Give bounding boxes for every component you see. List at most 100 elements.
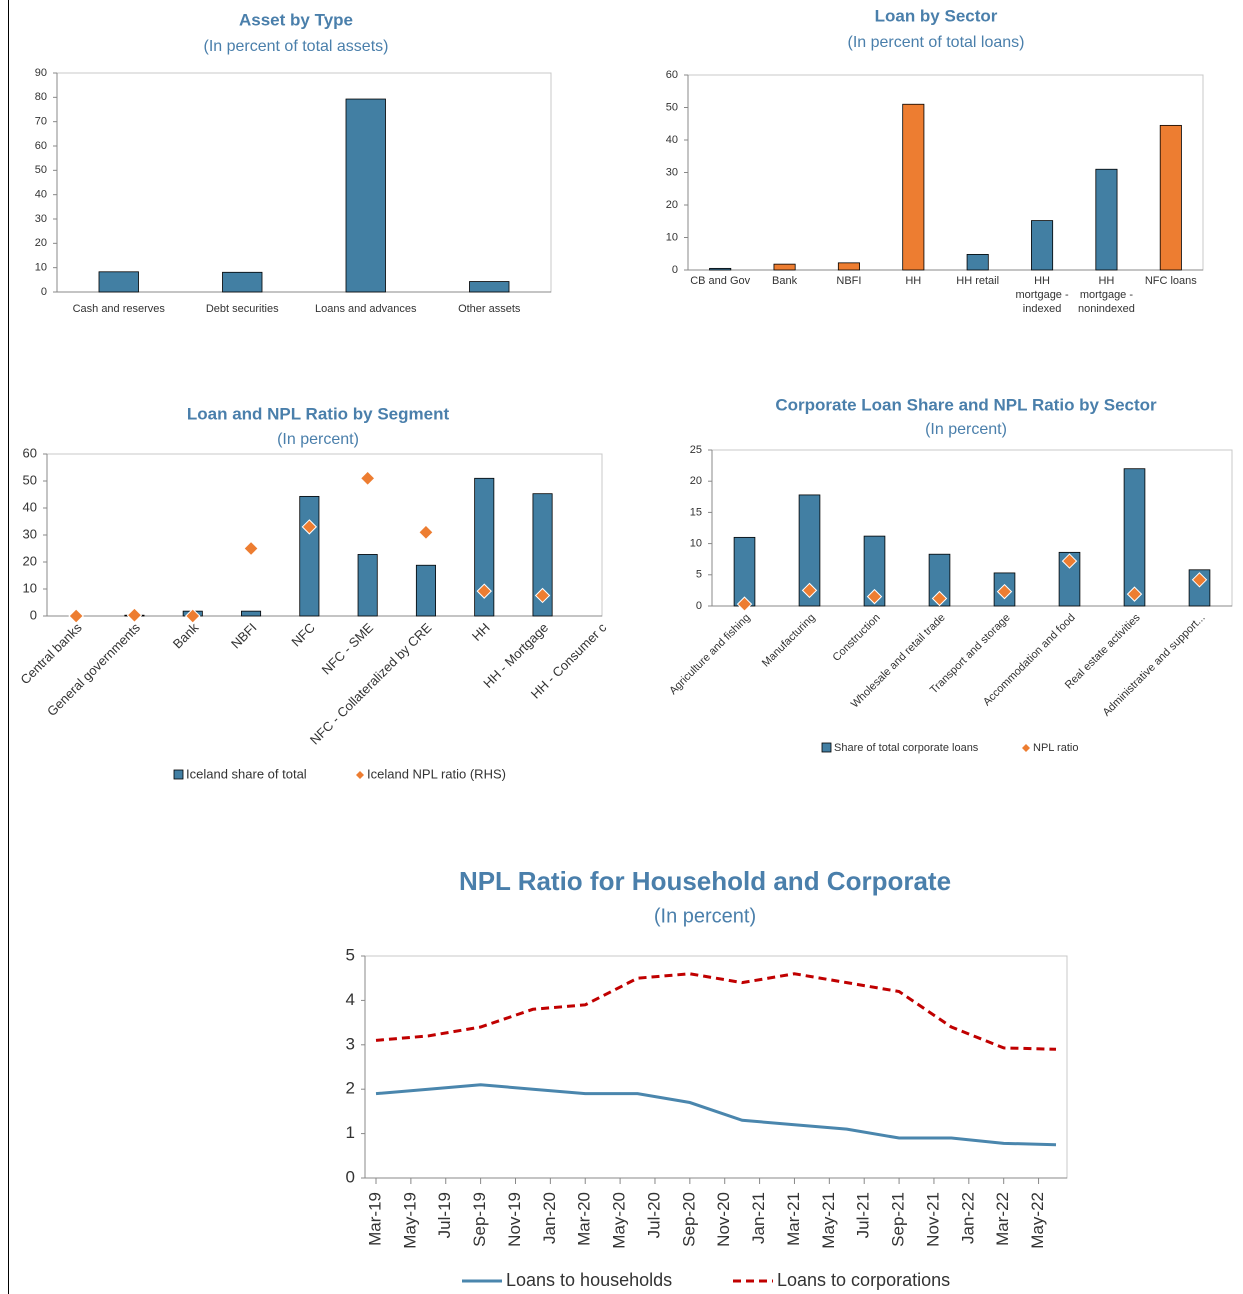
y-tick-label: 15 (690, 506, 702, 518)
x-tick-label: Jul-20 (644, 1192, 663, 1238)
x-tick-label: NFC (288, 620, 317, 649)
bar (1159, 124, 1182, 271)
npl-marker (866, 588, 883, 605)
y-tick-label: 10 (666, 231, 678, 243)
bar (532, 493, 553, 617)
y-tick-label: 30 (23, 526, 37, 541)
plot-frame (46, 453, 603, 617)
y-tick-label: 10 (690, 538, 702, 550)
npl-marker (68, 608, 84, 624)
legend-label: Loans to households (506, 1270, 672, 1290)
y-tick-label: 0 (672, 264, 678, 276)
x-tick-label-box: HH (905, 275, 922, 287)
y-tick-label: 3 (346, 1034, 355, 1053)
npl-marker (1061, 553, 1078, 569)
x-tick-label: Jan-22 (958, 1192, 977, 1244)
bar (415, 564, 436, 617)
x-tick-label: HH mortgage - indexed (1015, 275, 1069, 315)
x-tick-label: Sep-20 (679, 1192, 698, 1247)
x-tick-label: HH (469, 620, 493, 644)
legend-label: Loans to corporations (777, 1270, 950, 1290)
chart-subtitle: (In percent of total loans) (848, 34, 1025, 51)
bar (837, 262, 860, 271)
y-tick-label: 20 (690, 475, 702, 487)
bar (299, 495, 320, 617)
bar (1123, 468, 1146, 607)
x-tick-label: Nov-21 (923, 1192, 942, 1247)
x-tick-label: May-20 (610, 1192, 629, 1249)
x-tick-label: Manufacturing (760, 612, 818, 670)
x-tick-label: Sep-21 (889, 1192, 908, 1247)
y-tick-label: 90 (35, 67, 47, 79)
npl-marker (301, 519, 318, 535)
x-tick-label: Sep-19 (470, 1192, 489, 1247)
bar (98, 271, 139, 293)
legend-label: Share of total corporate loans (834, 742, 979, 754)
y-tick-label: 2 (346, 1079, 355, 1098)
x-tick-label-box: NBFI (836, 275, 861, 287)
chart-title: Asset by Type (239, 10, 353, 29)
x-tick-label: May-22 (1028, 1192, 1047, 1249)
x-tick-label: Mar-19 (365, 1192, 384, 1246)
x-tick-label: Administrative and support... (1101, 612, 1208, 719)
x-tick-label-box: HH mortgage - nonindexed (1077, 275, 1135, 315)
bar (222, 271, 263, 293)
npl-marker (534, 587, 551, 604)
y-tick-label: 50 (666, 101, 678, 113)
npl-marker (931, 590, 948, 607)
x-tick-label: Nov-19 (505, 1192, 524, 1247)
npl-marker (418, 524, 434, 541)
y-tick-label: 50 (23, 472, 37, 487)
y-tick-label: 60 (35, 140, 47, 152)
x-tick-label: Jan-21 (749, 1192, 768, 1244)
x-tick-label: NBFI (228, 620, 260, 652)
chart-subtitle: (In percent) (925, 421, 1007, 438)
x-tick-label: Debt securities (206, 303, 279, 315)
y-tick-label: 60 (23, 445, 37, 460)
x-tick-label: Mar-21 (784, 1192, 803, 1246)
x-tick-label-box: CB and Gov (690, 275, 750, 287)
x-tick-label: Construction (831, 612, 883, 664)
bar (345, 98, 386, 293)
x-tick-label: Jul-19 (435, 1192, 454, 1238)
npl-marker (243, 540, 259, 557)
bar (966, 253, 989, 271)
x-tick-label: NFC loans (1144, 275, 1197, 287)
y-tick-label: 5 (346, 945, 355, 964)
chart-subtitle: (In percent of total assets) (204, 38, 389, 55)
y-tick-label: 20 (23, 553, 37, 568)
bar (902, 103, 925, 271)
y-tick-label: 0 (696, 600, 702, 612)
x-tick-label: NFC - SME (319, 620, 377, 678)
npl-marker (996, 583, 1013, 600)
y-tick-label: 4 (346, 990, 355, 1009)
y-tick-label: 70 (35, 116, 47, 128)
bar (469, 281, 510, 293)
bar (733, 536, 756, 607)
x-tick-label: Mar-22 (993, 1192, 1012, 1246)
bar (357, 554, 378, 617)
x-tick-label: Jan-20 (540, 1192, 559, 1244)
chart-title: Loan by Sector (875, 6, 998, 25)
x-tick-label-box: Bank (772, 275, 797, 287)
npl-marker (736, 596, 753, 612)
x-tick-label-box: NFC loans (1144, 275, 1197, 287)
y-tick-label: 20 (35, 237, 47, 249)
y-tick-label: 25 (690, 444, 702, 456)
y-tick-label: 0 (41, 286, 47, 298)
x-tick-label: Mar-20 (575, 1192, 594, 1246)
y-tick-label: 50 (35, 164, 47, 176)
y-tick-label: 10 (23, 580, 37, 595)
chart-subtitle: (In percent) (277, 431, 359, 448)
y-tick-label: 1 (346, 1123, 355, 1142)
x-tick-label: HH (905, 275, 922, 287)
x-tick-label: Agriculture and fishing (667, 612, 752, 697)
x-tick-label: HH mortgage - nonindexed (1077, 275, 1135, 315)
y-tick-label: 30 (666, 166, 678, 178)
npl-marker (126, 607, 143, 623)
legend-label: Iceland share of total (186, 766, 307, 781)
plot-frame (687, 74, 1204, 271)
bar (709, 267, 732, 271)
bar (863, 535, 886, 607)
legend-swatch (173, 769, 184, 780)
